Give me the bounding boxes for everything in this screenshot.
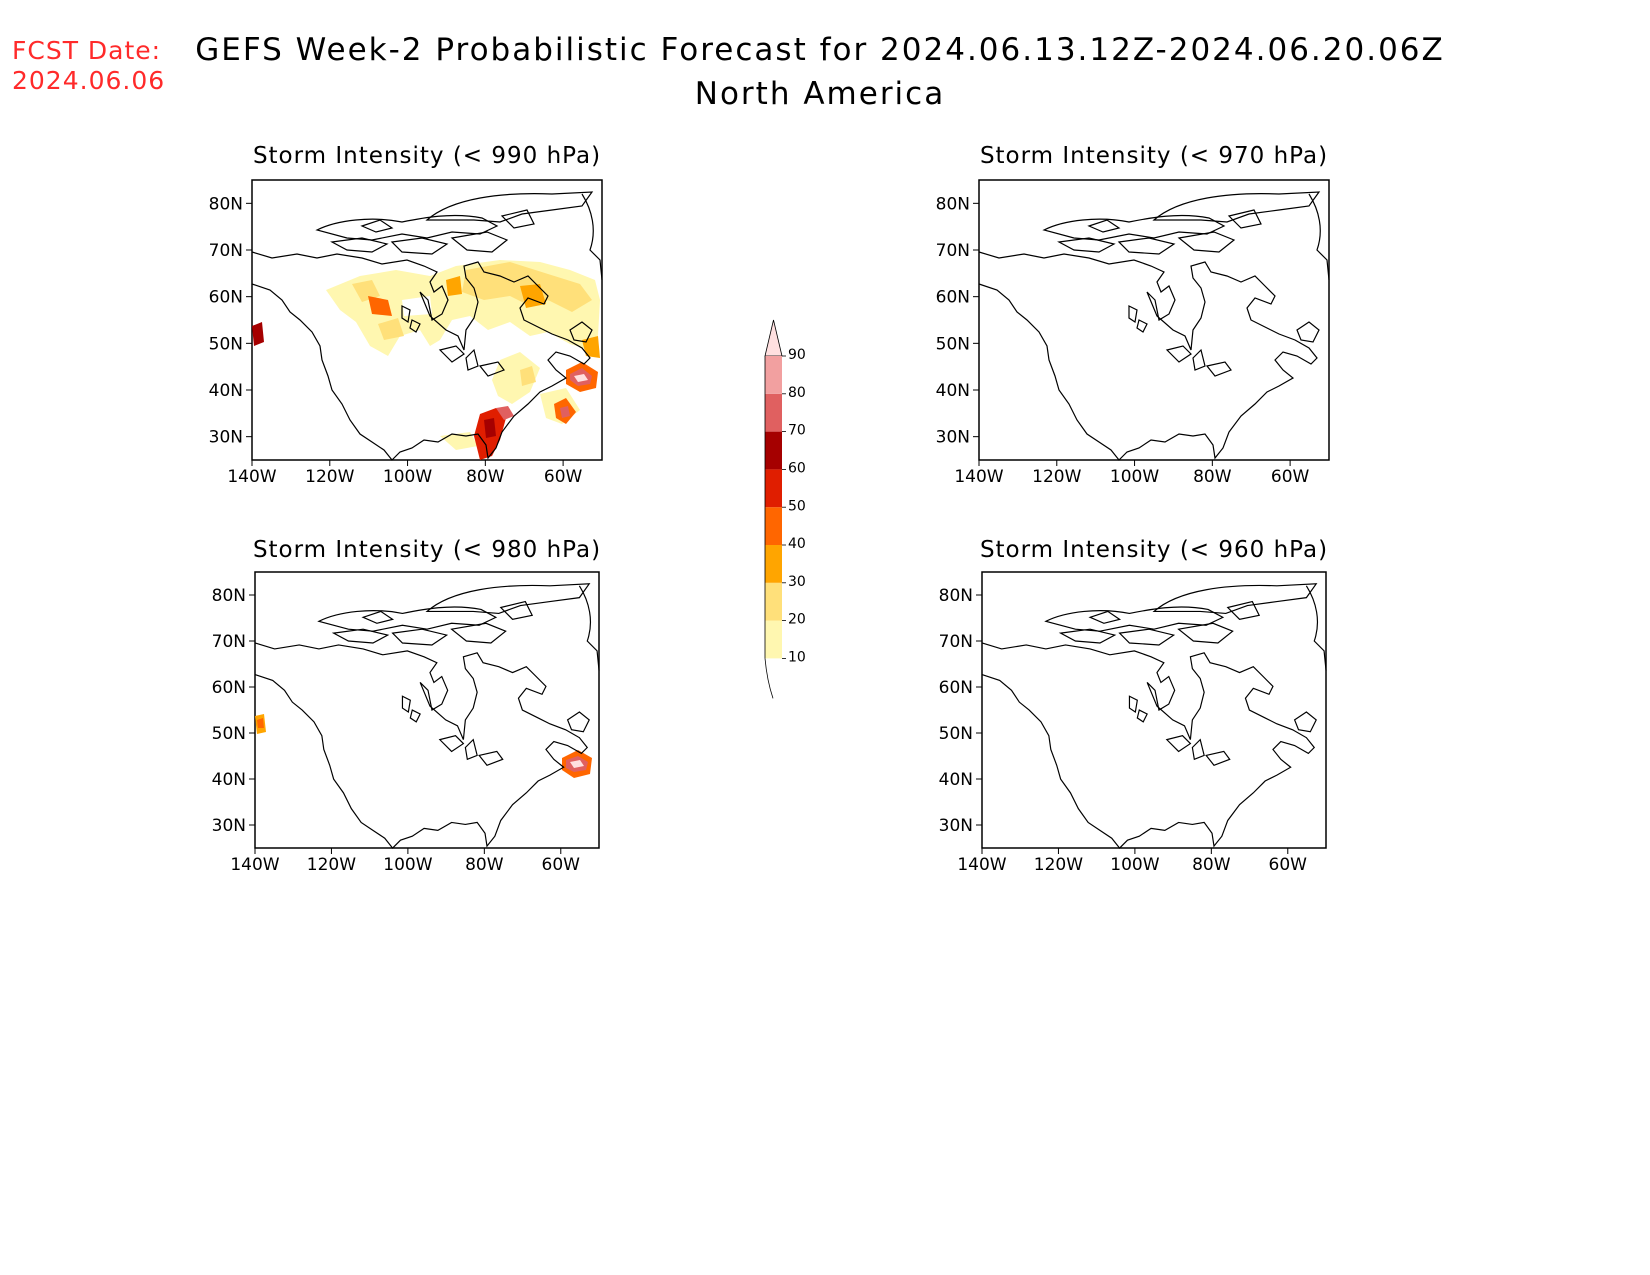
colorbar-label: 90 [788,347,806,363]
map-panel-980: Storm Intensity (< 980 hPa) 80N 70N 60N 50N… [212,537,601,875]
lon-tick-label: 100W [1110,855,1159,875]
lon-tick-label: 140W [957,855,1006,875]
lon-tick-label: 60W [1269,855,1308,875]
lon-tick-label: 140W [954,467,1003,487]
lon-tick-label: 60W [542,855,581,875]
lat-tick-label: 30N [212,816,246,836]
panel-title: Storm Intensity (< 970 hPa) [980,143,1328,169]
lat-ticks: 80N 70N 60N 50N 40N 30N [936,194,979,448]
lat-tick-label: 70N [939,632,973,652]
lon-tick-label: 80W [466,467,505,487]
map-panel-990: Storm Intensity (< 990 hPa) [209,143,603,487]
map-panel-970: Storm Intensity (< 970 hPa) 80N 70N 60N 50N… [936,143,1330,487]
lon-ticks: 140W 120W 100W 80W 60W [957,848,1307,875]
lat-tick-label: 50N [939,724,973,744]
lat-ticks: 80N 70N 60N 50N 40N 30N [939,586,982,836]
colorbar-label: 70 [788,423,806,439]
fcst-date-value: 2024.06.06 [12,66,166,95]
lon-tick-label: 80W [1192,855,1231,875]
lon-tick-label: 60W [1271,467,1310,487]
colorbar-bottom-arrow [764,658,774,699]
lon-tick-label: 60W [544,467,583,487]
colorbar-label: 20 [788,612,806,628]
lat-tick-label: 40N [212,770,246,790]
map-panel-960: Storm Intensity (< 960 hPa) 80N 70N 60N 50N… [939,537,1328,875]
panel-title: Storm Intensity (< 990 hPa) [253,143,601,169]
lat-tick-label: 60N [209,288,243,308]
lat-tick-label: 70N [212,632,246,652]
colorbar-top-arrow [764,319,783,357]
lon-tick-label: 140W [230,855,279,875]
fcst-date-block: FCST Date: 2024.06.06 [12,36,165,96]
lat-tick-label: 80N [939,586,973,606]
colorbar-swatch [765,393,782,432]
lat-ticks: 80N 70N 60N 50N 40N 30N [212,586,255,836]
lat-tick-label: 70N [936,241,970,261]
lon-tick-label: 80W [1193,467,1232,487]
colorbar-swatch [765,469,782,508]
lon-tick-label: 120W [1032,467,1081,487]
lat-tick-label: 30N [936,428,970,448]
colorbar-label: 50 [788,498,806,514]
colorbar-label: 60 [788,461,806,477]
lat-tick-label: 50N [212,724,246,744]
lat-ticks: 80N 70N 60N 50N 40N 30N [209,194,252,448]
colorbar-label: 40 [788,536,806,552]
lat-tick-label: 50N [936,334,970,354]
lat-tick-label: 40N [939,770,973,790]
lon-tick-label: 100W [383,467,432,487]
probability-fill-high [252,322,598,460]
lat-tick-label: 70N [209,241,243,261]
colorbar-swatch [765,507,782,545]
colorbar-label: 10 [788,650,806,666]
lat-tick-label: 60N [939,678,973,698]
colorbar-legend: 10 20 30 40 50 60 70 80 90 [764,319,806,699]
colorbar-label: 30 [788,574,806,590]
lon-tick-label: 100W [383,855,432,875]
colorbar-swatch [765,431,782,470]
colorbar-label: 80 [788,385,806,401]
colorbar-swatch [765,620,782,659]
lat-tick-label: 80N [212,586,246,606]
lat-tick-label: 80N [936,194,970,214]
lon-ticks: 140W 120W 100W 80W 60W [954,460,1310,487]
colorbar-swatch [765,545,782,583]
lat-tick-label: 30N [209,428,243,448]
lat-tick-label: 60N [212,678,246,698]
lat-tick-label: 50N [209,334,243,354]
fcst-date-label: FCST Date: [12,36,162,65]
panel-title: Storm Intensity (< 980 hPa) [253,537,601,563]
page-title: GEFS Week-2 Probabilistic Forecast for 2… [195,32,1445,68]
lon-tick-label: 120W [307,855,356,875]
lat-tick-label: 60N [936,288,970,308]
lon-ticks: 140W 120W 100W 80W 60W [230,848,580,875]
lon-tick-label: 120W [1034,855,1083,875]
lon-ticks: 140W 120W 100W 80W 60W [227,460,583,487]
panel-title: Storm Intensity (< 960 hPa) [980,537,1328,563]
probability-fill-high [255,714,592,778]
lat-tick-label: 80N [209,194,243,214]
lat-tick-label: 40N [936,381,970,401]
lon-tick-label: 80W [465,855,504,875]
lat-tick-label: 30N [939,816,973,836]
colorbar-swatch [765,582,782,621]
lon-tick-label: 140W [227,467,276,487]
lon-tick-label: 100W [1110,467,1159,487]
colorbar-swatch [765,356,782,394]
page-subtitle: North America [694,76,946,112]
lat-tick-label: 40N [209,381,243,401]
lon-tick-label: 120W [305,467,354,487]
